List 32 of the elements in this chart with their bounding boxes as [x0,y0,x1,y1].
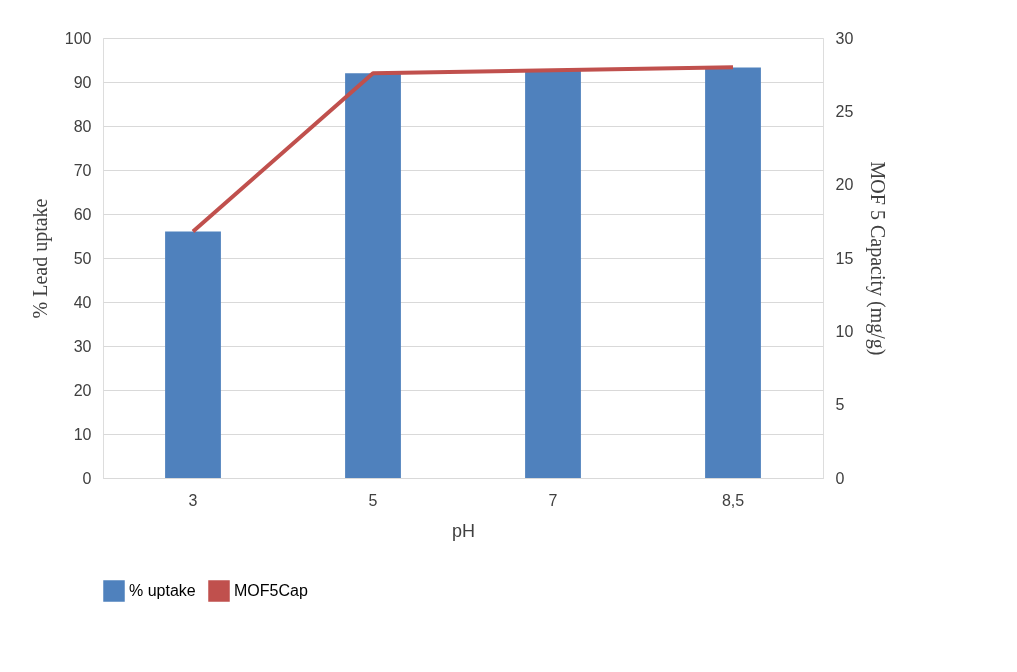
bar [705,67,761,478]
bar [165,231,221,478]
x-tick-label: 3 [188,491,198,509]
y-tick-label: 100 [64,29,92,47]
x-axis-title: pH [451,520,476,541]
y2-tick-label: 10 [835,322,854,340]
y2-tick-label: 15 [835,249,854,267]
x-tick-label: 8,5 [721,491,745,509]
x-tick-label: 7 [548,491,558,509]
legend-label: MOF5Cap [234,582,308,599]
y2-tick-label: 25 [835,102,854,120]
line-series [191,65,735,234]
y-axis-title: % Lead uptake [28,198,52,319]
legend-label: % uptake [129,582,196,599]
y-tick-label: 10 [73,425,92,443]
y2-axis-title: MOF 5 Capacity (mg/g) [866,161,890,356]
y-tick-label: 20 [73,381,92,399]
y-tick-label: 70 [73,161,92,179]
y-tick-label: 30 [73,337,92,355]
bar [345,73,401,478]
y-tick-label: 90 [73,73,92,91]
bar [525,71,581,478]
y2-tick-label: 0 [835,469,845,487]
y-tick-label: 80 [73,117,92,135]
y-tick-label: 50 [73,249,92,267]
y-tick-label: 60 [73,205,92,223]
y2-tick-label: 20 [835,176,854,194]
y-tick-label: 0 [82,469,92,487]
x-tick-label: 5 [368,491,378,509]
y2-tick-label: 30 [835,29,854,47]
y2-tick-label: 5 [835,396,845,414]
y-tick-label: 40 [73,293,92,311]
